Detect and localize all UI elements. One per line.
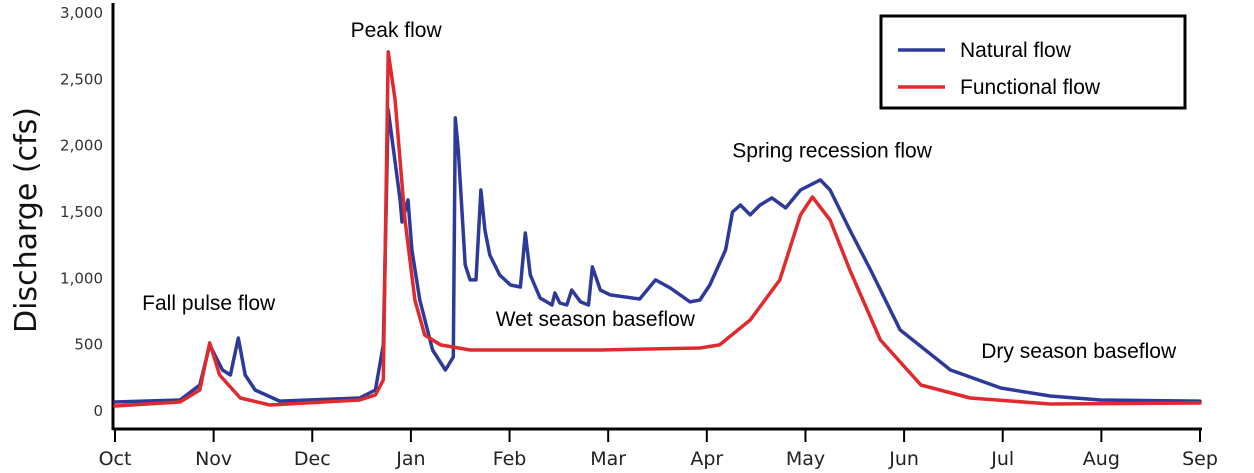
x-tick-label: Jun <box>888 448 919 470</box>
y-tick-label: 1,000 <box>60 269 103 287</box>
legend-label-functional-flow: Functional flow <box>960 76 1101 99</box>
x-tick-label: Mar <box>590 448 626 470</box>
annotation-wet-season-baseflow: Wet season baseflow <box>496 308 696 331</box>
y-tick-label: 2,500 <box>60 70 103 88</box>
series-line-functional-flow <box>113 50 1202 408</box>
y-tick-label: 3,000 <box>60 4 103 22</box>
annotation-fall-pulse-flow: Fall pulse flow <box>142 292 276 315</box>
annotation-spring-recession-flow: Spring recession flow <box>732 140 932 163</box>
legend: Natural flow Functional flow <box>879 14 1187 110</box>
legend-label-natural-flow: Natural flow <box>960 39 1072 62</box>
annotation-peak-flow: Peak flow <box>351 19 443 42</box>
legend-box <box>879 14 1187 110</box>
x-tick-label: Aug <box>1083 448 1120 470</box>
x-tick-label: Feb <box>493 448 527 470</box>
x-tick-label: Jul <box>990 448 1014 470</box>
y-tick-label: 1,500 <box>60 203 103 221</box>
y-tick-label: 0 <box>93 402 103 420</box>
y-axis-label: Discharge (cfs) <box>9 107 44 333</box>
x-tick-label: Dec <box>294 448 331 470</box>
annotation-dry-season-baseflow: Dry season baseflow <box>981 340 1177 363</box>
x-tick-label: May <box>786 448 825 470</box>
y-tick-label: 2,000 <box>60 137 103 155</box>
axes <box>111 3 1202 431</box>
series-line-natural-flow <box>113 108 1202 404</box>
x-tick-label: Jan <box>395 448 425 470</box>
x-tick-label: Sep <box>1182 448 1218 470</box>
y-tick-label: 500 <box>74 336 103 354</box>
x-tick-label: Apr <box>690 448 723 470</box>
x-tick-label: Oct <box>99 448 132 470</box>
x-tick-label: Nov <box>195 448 232 470</box>
